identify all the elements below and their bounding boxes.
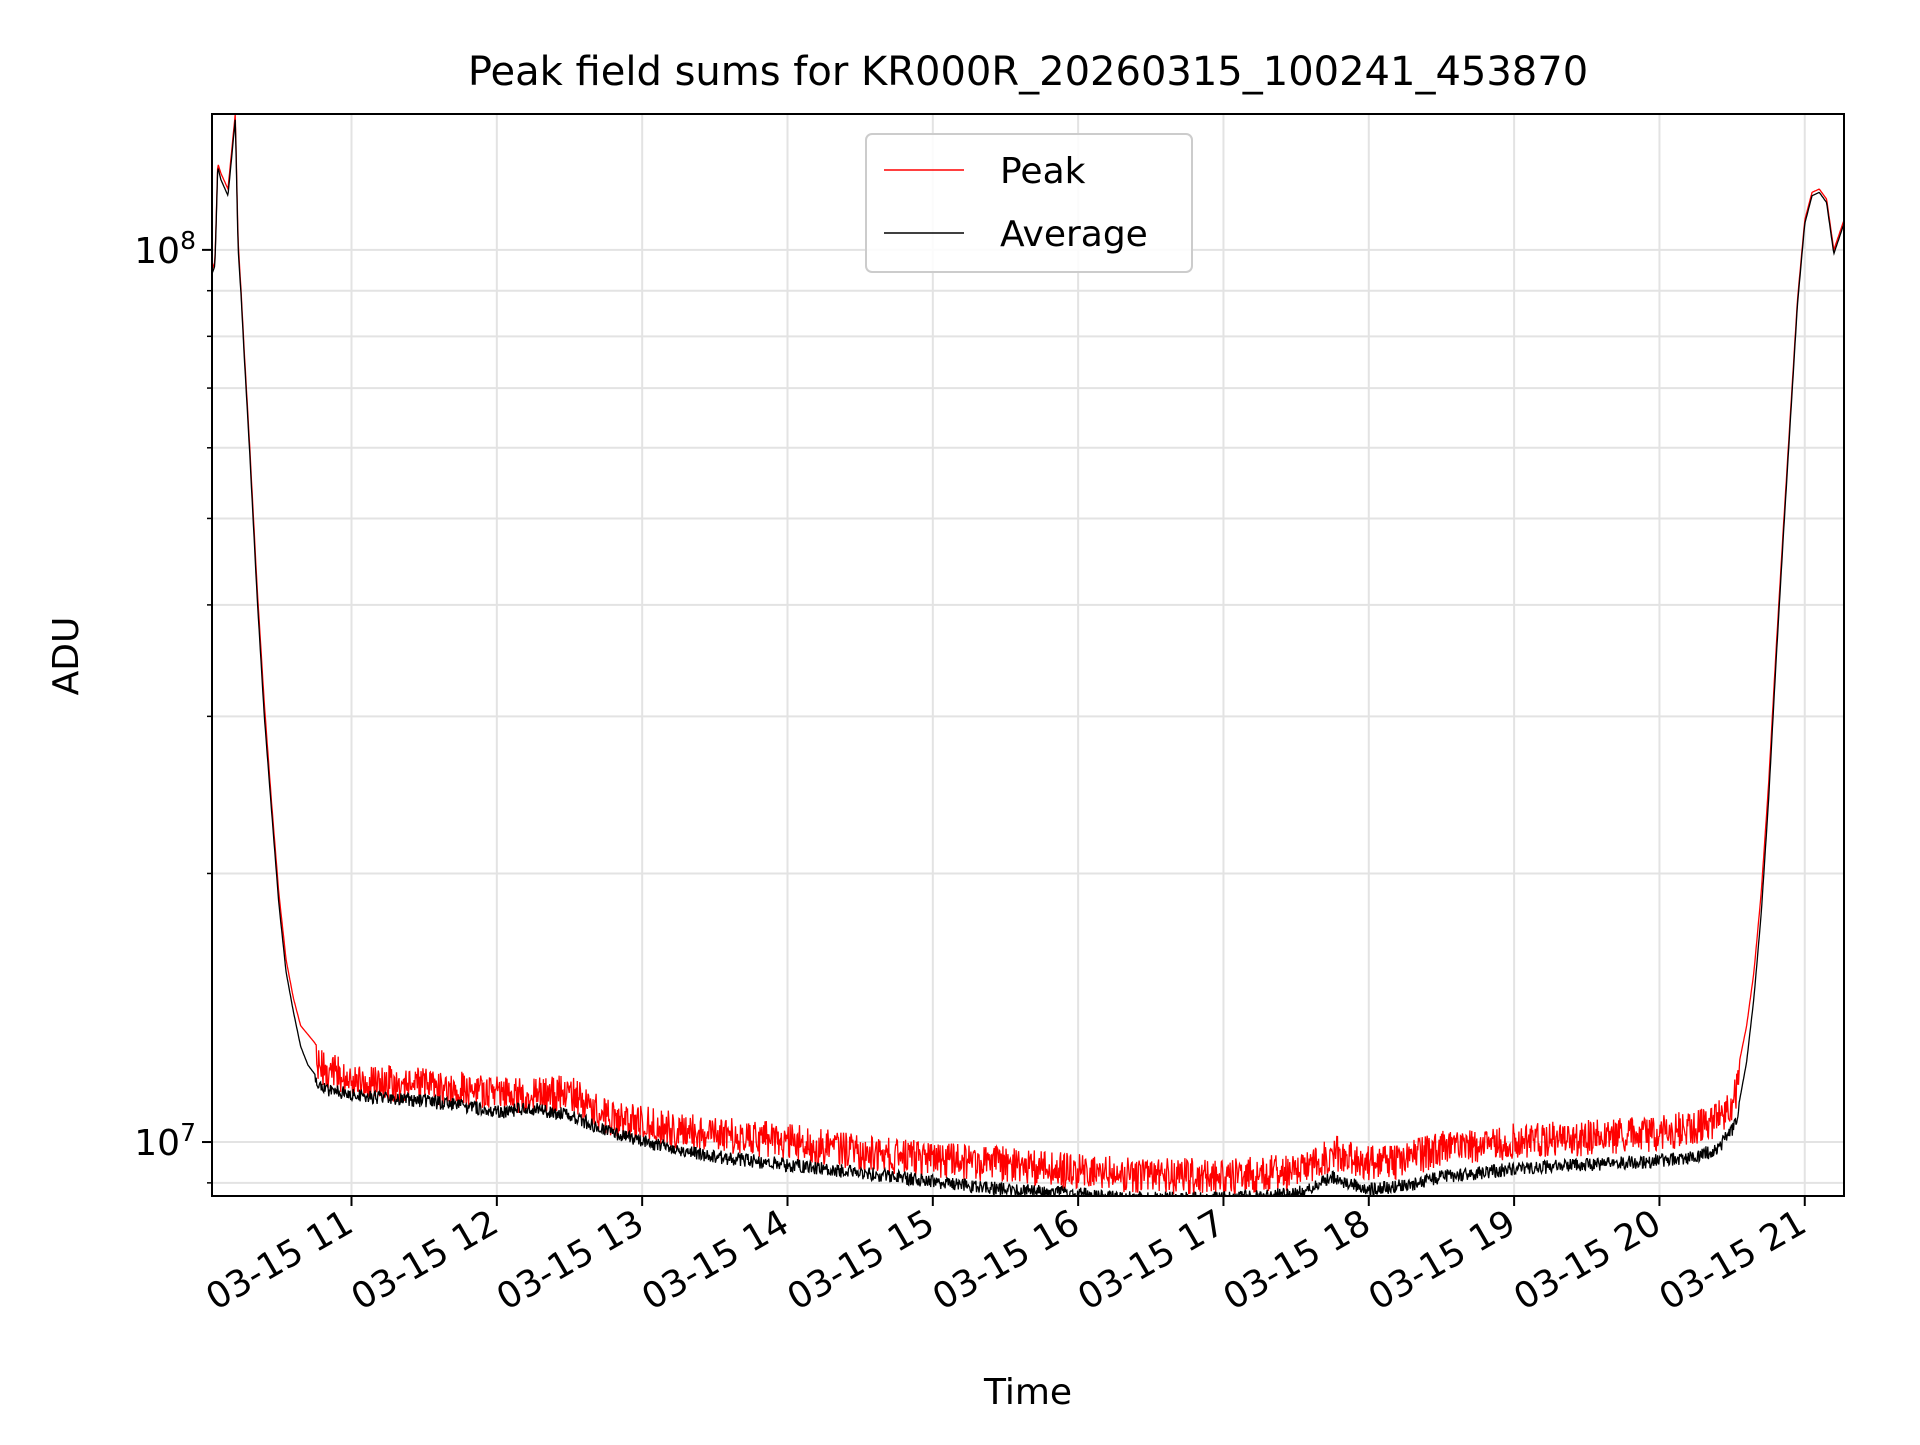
legend-box [865, 133, 1193, 273]
legend-label-peak: Peak [1000, 151, 1086, 192]
legend-label-average: Average [1000, 214, 1148, 255]
series-average-line [212, 119, 1844, 1196]
y-axis-label: ADU [46, 617, 87, 696]
chart-title: Peak field sums for KR000R_20260315_1002… [468, 49, 1588, 95]
y-tick-label: 108 [134, 226, 196, 272]
y-axis-ticks: 107 108 [134, 226, 212, 1184]
plot-lines [212, 114, 1844, 1196]
axes-frame [211, 113, 1845, 1197]
series-peak-line [212, 114, 1844, 1195]
y-tick-label: 107 [134, 1118, 196, 1164]
legend: Peak Average [865, 133, 1193, 273]
x-axis-label: Time [983, 1372, 1072, 1413]
